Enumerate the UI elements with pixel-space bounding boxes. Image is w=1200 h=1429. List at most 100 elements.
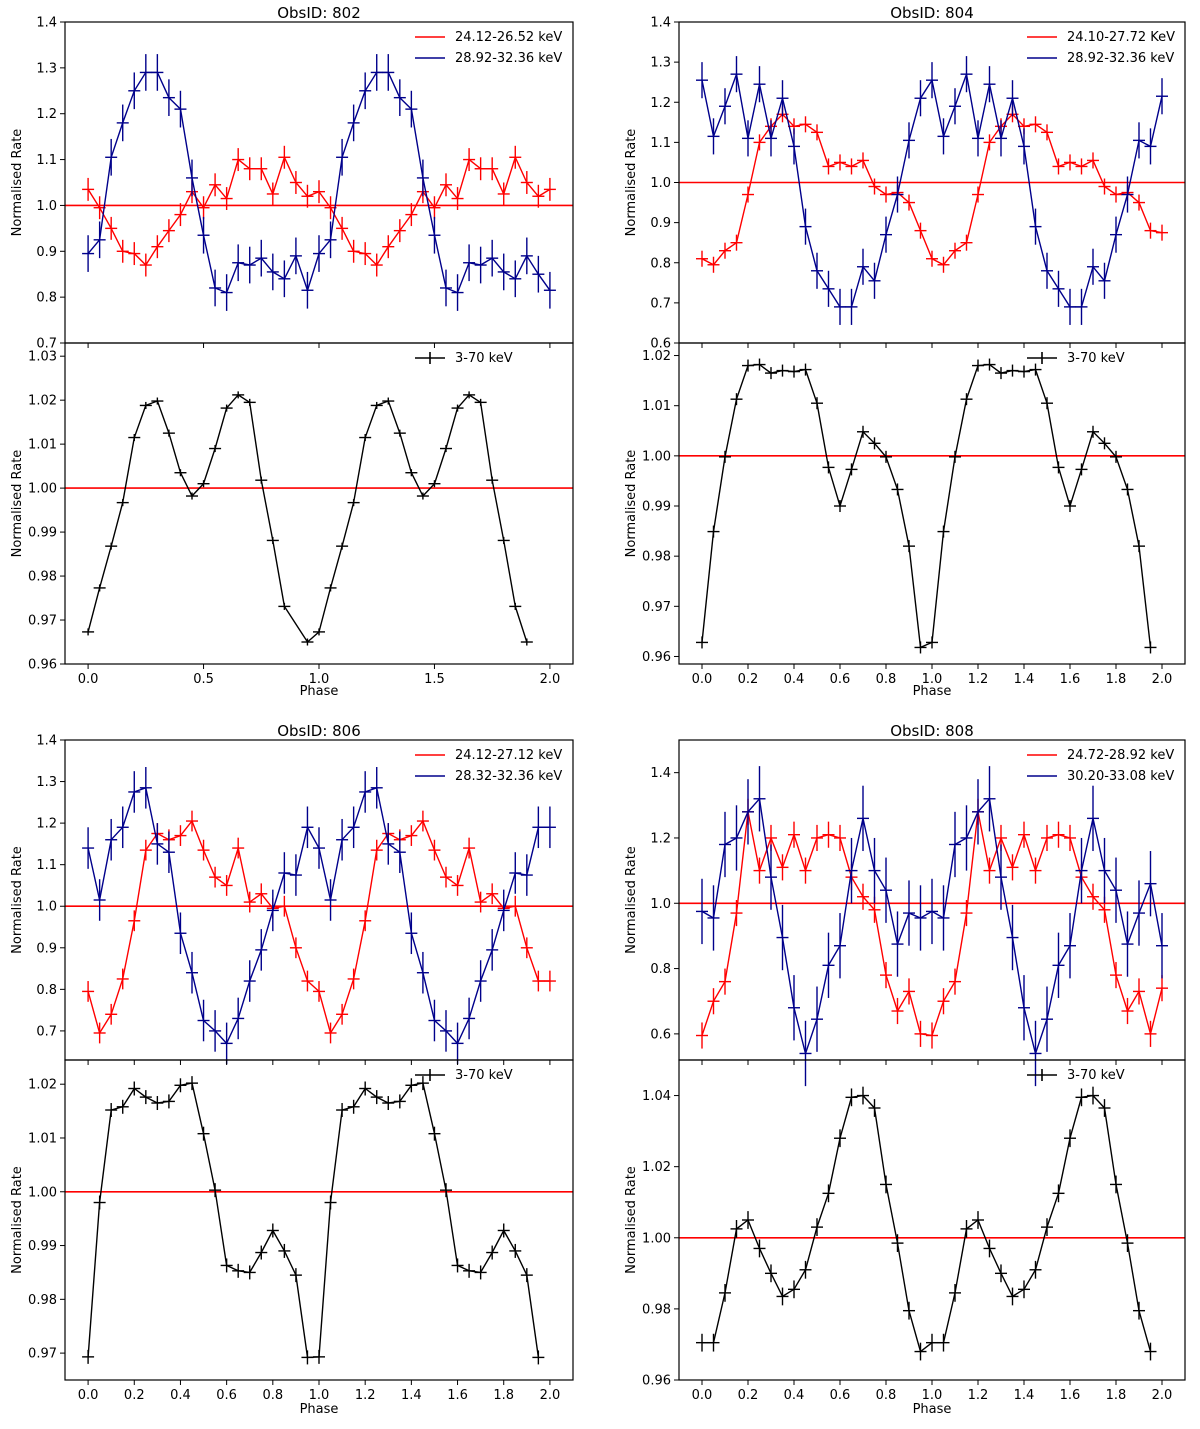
data-point	[301, 970, 314, 992]
data-point	[1041, 124, 1053, 141]
data-point	[914, 885, 927, 951]
data-point	[255, 1245, 268, 1260]
data-point	[1133, 978, 1145, 1005]
data-point	[278, 895, 291, 917]
data-point	[393, 79, 406, 117]
axes-frame	[64, 1059, 574, 1381]
y-tick-label: 1.2	[36, 107, 57, 122]
data-point	[116, 968, 129, 990]
top-axes: 0.6 0.8 1.0 1.2 1.4 Normalised Rate 24.72-28.9…	[624, 739, 1186, 1087]
x-tick-label: 1.8	[493, 1388, 514, 1403]
data-point	[753, 1239, 766, 1258]
data-point	[370, 1090, 383, 1105]
data-point	[486, 476, 499, 484]
data-point	[278, 852, 291, 894]
data-point	[1006, 80, 1019, 117]
y-axis-label: Normalised Rate	[10, 846, 25, 954]
data-point	[1144, 851, 1157, 917]
data-point	[868, 1099, 881, 1117]
data-point	[1029, 857, 1042, 884]
legend: 24.72-28.92 keV 30.20-33.08 keV	[1027, 748, 1174, 784]
x-tick-label: 0.0	[692, 1388, 713, 1403]
data-point	[532, 184, 545, 208]
data-point	[1052, 461, 1065, 474]
data-point	[868, 178, 881, 195]
data-point	[776, 1287, 789, 1306]
data-point	[186, 492, 198, 500]
y-tick-label: 0.8	[650, 256, 671, 271]
data-point	[232, 1263, 245, 1278]
data-point	[428, 1126, 441, 1141]
data-point	[742, 779, 754, 845]
data-point	[405, 912, 418, 955]
data-point	[139, 839, 152, 861]
data-point	[730, 393, 743, 406]
data-point	[845, 463, 858, 476]
data-point	[359, 1081, 372, 1096]
x-tick-label: 1.8	[1106, 1388, 1127, 1403]
data-point	[289, 237, 302, 275]
data-point	[1098, 437, 1111, 450]
data-point	[313, 1349, 325, 1364]
data-point	[880, 450, 892, 463]
data-point	[105, 818, 118, 861]
x-tick-label: 0.2	[124, 1388, 145, 1403]
data-point	[719, 968, 731, 995]
data-point	[868, 437, 881, 450]
data-point	[891, 1234, 904, 1252]
data-point	[937, 885, 950, 951]
x-tick-label: 0.2	[738, 1388, 759, 1403]
panel-808: ObsID: 808 0.6 0.8 1.0 1.2 1.4 Normalised Rate…	[624, 722, 1186, 1417]
data-point	[543, 271, 556, 309]
data-point	[960, 900, 973, 927]
data-point	[696, 1022, 708, 1049]
data-point	[765, 120, 777, 157]
data-point	[497, 253, 510, 291]
data-point	[799, 116, 812, 133]
x-axis-label: Phase	[300, 684, 339, 699]
data-point	[822, 932, 835, 998]
legend-label: 28.92-32.36 keV	[1067, 51, 1174, 66]
data-point	[1133, 194, 1145, 211]
data-point	[799, 1260, 812, 1279]
data-point	[359, 434, 372, 442]
y-tick-label: 0.99	[642, 500, 671, 515]
data-point	[243, 398, 256, 406]
data-point	[937, 1333, 950, 1352]
series-1	[82, 767, 556, 1065]
data-point	[960, 1220, 973, 1238]
data-point	[220, 404, 233, 412]
data-point	[116, 1099, 129, 1114]
data-point	[1144, 222, 1157, 239]
data-point	[255, 883, 268, 905]
data-point	[347, 499, 360, 507]
data-point	[926, 878, 938, 945]
axes-frame	[64, 342, 574, 665]
data-point	[903, 880, 915, 946]
data-point	[995, 120, 1007, 157]
y-tick-label: 0.7	[36, 1024, 57, 1039]
data-point	[405, 90, 418, 128]
y-tick-label: 0.9	[36, 245, 57, 260]
legend: 3-70 keV	[1027, 1068, 1125, 1083]
data-point	[509, 145, 522, 169]
data-point	[266, 182, 279, 206]
data-point	[440, 269, 452, 307]
data-point	[845, 1088, 858, 1107]
data-point	[209, 1183, 222, 1198]
data-point	[1018, 975, 1030, 1041]
data-point	[197, 196, 210, 220]
data-point	[1087, 1086, 1099, 1105]
data-point	[451, 274, 464, 311]
data-point	[289, 854, 302, 896]
data-point	[393, 429, 406, 437]
data-point	[278, 1243, 291, 1258]
data-point	[1052, 270, 1065, 307]
data-point	[289, 171, 302, 194]
data-point	[995, 367, 1007, 380]
data-point	[719, 1284, 731, 1302]
data-point	[696, 878, 708, 945]
panel-title: ObsID: 804	[890, 4, 974, 22]
series-0	[696, 106, 1168, 273]
